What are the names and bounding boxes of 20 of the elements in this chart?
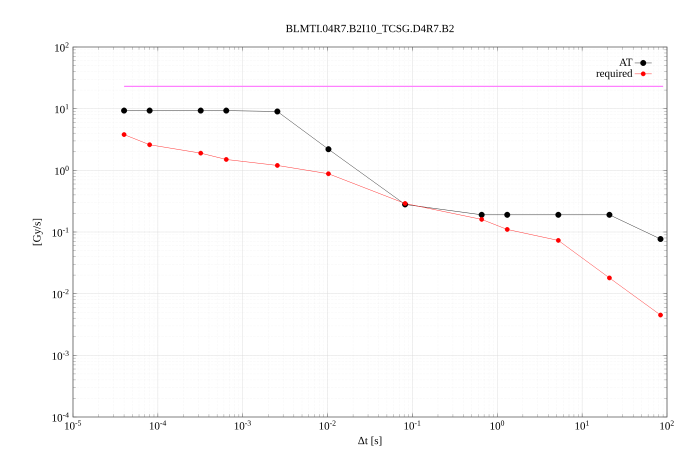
y-tick-label: 10$^{0}$ <box>55 166 69 175</box>
y-axis-title: [Gy/s] <box>32 218 43 246</box>
x-axis-title: Δt [s] <box>358 436 382 446</box>
x-tick-label: 10$^{0}$ <box>490 420 504 430</box>
x-tick-label: 10$^{-4}$ <box>150 420 166 430</box>
x-tick-label: 10$^{-5}$ <box>65 420 82 430</box>
y-tick-label: 10$^{-2}$ <box>52 289 69 298</box>
x-tick-label: 10$^{2}$ <box>660 420 674 430</box>
y-tick-label: 10$^{1}$ <box>55 104 69 114</box>
legend-label: AT <box>619 58 632 66</box>
x-tick-label: 10$^{-3}$ <box>234 420 251 430</box>
y-tick-label: 10$^{2}$ <box>55 42 69 52</box>
x-tick-label: 10$^{-1}$ <box>404 420 420 430</box>
x-tick-label: 10$^{1}$ <box>575 420 589 430</box>
y-tick-label: 10$^{-3}$ <box>52 350 69 360</box>
y-tick-label: 10$^{-1}$ <box>52 227 69 237</box>
chart-title: BLMTI.04R7.B2I10_TCSG.D4R7.B2 <box>286 24 454 34</box>
x-tick-label: 10$^{-2}$ <box>320 420 336 430</box>
y-tick-label: 10$^{-4}$ <box>52 412 69 422</box>
legend-label: required <box>596 69 632 80</box>
